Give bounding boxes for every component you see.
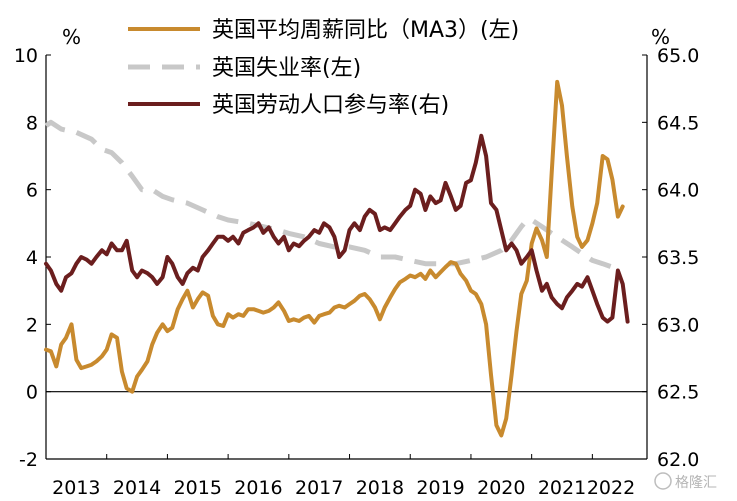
x-tick-label: 2022 xyxy=(587,477,635,499)
series-line-0 xyxy=(44,79,625,438)
left-axis-ticks: -2 0 2 4 6 8 10 xyxy=(14,45,51,471)
right-axis-unit: % xyxy=(651,25,670,49)
watermark-text: 格隆汇 xyxy=(675,475,717,491)
right-tick-label: 65.0 xyxy=(657,45,699,67)
x-tick-label: 2021 xyxy=(538,477,586,499)
x-tick-label: 2014 xyxy=(113,477,161,499)
left-axis-unit: % xyxy=(62,25,81,49)
left-tick-label: 4 xyxy=(26,247,38,269)
left-tick-label: 10 xyxy=(14,45,38,67)
right-tick-label: 63.5 xyxy=(657,247,699,269)
legend-label: 英国平均周薪同比（MA3）(左) xyxy=(212,18,519,43)
watermark: 格隆汇 xyxy=(654,472,717,491)
legend-label: 英国劳动人口参与率(右) xyxy=(212,93,449,118)
legend: 英国平均周薪同比（MA3）(左) 英国失业率(左) 英国劳动人口参与率(右) xyxy=(128,18,519,118)
right-tick-label: 64.0 xyxy=(657,180,699,202)
left-tick-label: 2 xyxy=(26,314,38,336)
series-line-2 xyxy=(44,133,630,324)
series-lines xyxy=(44,79,630,438)
x-tick-label: 2017 xyxy=(295,477,343,499)
x-tick-label: 2016 xyxy=(234,477,282,499)
x-tick-label: 2019 xyxy=(416,477,464,499)
right-tick-label: 63.0 xyxy=(657,314,699,336)
x-tick-label: 2018 xyxy=(356,477,404,499)
watermark-logo-icon xyxy=(654,472,672,490)
x-tick-label: 2020 xyxy=(477,477,525,499)
left-tick-label: 0 xyxy=(26,382,38,404)
x-tick-label: 2013 xyxy=(52,477,100,499)
right-axis-ticks: 62.0 62.5 63.0 63.5 64.0 64.5 65.0 xyxy=(642,45,699,471)
x-axis-ticks: 2013 2014 2015 2016 2017 2018 2019 2020 2021 2022 xyxy=(45,454,635,499)
x-tick-label: 2015 xyxy=(174,477,222,499)
right-tick-label: 64.5 xyxy=(657,112,699,134)
left-tick-label: -2 xyxy=(19,449,38,471)
left-tick-label: 6 xyxy=(26,180,38,202)
left-tick-label: 8 xyxy=(26,112,38,134)
right-tick-label: 62.5 xyxy=(657,382,699,404)
series-line-1 xyxy=(44,119,618,270)
legend-label: 英国失业率(左) xyxy=(212,56,361,81)
right-tick-label: 62.0 xyxy=(657,449,699,471)
